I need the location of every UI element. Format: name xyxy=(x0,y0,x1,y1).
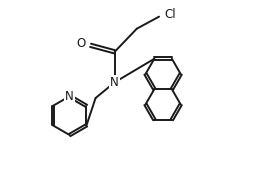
Text: N: N xyxy=(110,76,119,89)
Text: Cl: Cl xyxy=(164,8,176,21)
Text: N: N xyxy=(65,90,74,103)
Text: O: O xyxy=(76,37,85,50)
